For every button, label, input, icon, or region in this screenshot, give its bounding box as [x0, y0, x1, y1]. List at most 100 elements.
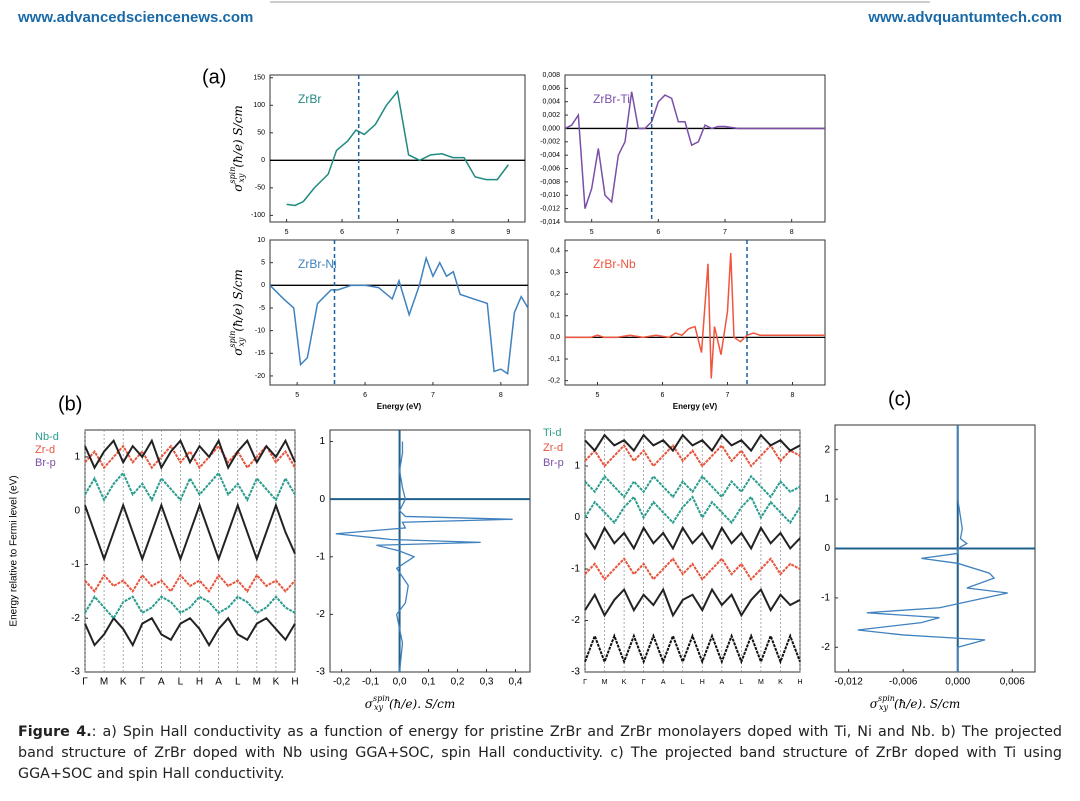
y-tick-label: -0,1 [548, 356, 560, 363]
header-right: www.advquantumtech.com [867, 9, 1062, 26]
y-tick-label: 0 [74, 505, 80, 516]
y-tick-label: 10 [257, 237, 265, 244]
band [84, 438, 296, 470]
x-tick-label: K [273, 677, 280, 688]
x-tick-label: K [778, 679, 783, 686]
x-tick-label: 7 [396, 229, 400, 236]
band [584, 443, 801, 468]
band [84, 502, 296, 563]
unit: (ħ/e). S/cm [894, 697, 960, 711]
x-tick-label: 0,4 [509, 677, 523, 688]
legend-entry: Br-p [543, 457, 564, 469]
y-tick-label: -2 [316, 609, 325, 620]
x-tick-label: H [291, 677, 298, 688]
band [584, 525, 801, 551]
x-tick-label: 5 [295, 392, 299, 399]
panel-label: (a) [202, 66, 226, 88]
y-tick-label: 0,0 [550, 334, 560, 341]
symbol: σ [870, 697, 879, 711]
panel-label: (b) [58, 393, 82, 415]
conductivity-line [564, 91, 825, 209]
x-tick-label: A [158, 677, 165, 688]
y-tick-label: -3 [571, 667, 580, 678]
legend-entry: Nb-d [35, 431, 59, 443]
x-tick-label: 0,3 [480, 677, 494, 688]
y-tick-label: 5 [261, 260, 265, 267]
x-tick-label: 7 [726, 392, 730, 399]
band [584, 633, 801, 665]
plot-frame [564, 239, 826, 386]
plot-frame [329, 429, 531, 673]
axis-label: σspinxy (ħ/e) S/cm [228, 105, 246, 192]
y-tick-label: 0 [261, 157, 265, 164]
x-tick-label: Γ [82, 677, 88, 688]
y-tick-label: -2 [821, 642, 830, 653]
symbol: σ [365, 697, 374, 711]
x-tick-label: A [215, 677, 222, 688]
superscript: spin [228, 167, 237, 184]
x-tick-label: M [253, 677, 261, 688]
y-tick-label: -1 [821, 593, 830, 604]
y-tick-label: -2 [571, 615, 580, 626]
conductivity-line [269, 255, 529, 375]
header-left: www.advancedsciencenews.com [17, 9, 253, 26]
x-tick-label: -0,012 [834, 677, 863, 688]
y-tick-label: 0,000 [542, 125, 560, 132]
y-tick-label: -0,010 [540, 192, 560, 199]
legend-entry: Br-p [35, 457, 56, 469]
x-tick-label: 8 [451, 229, 455, 236]
plot-frame [269, 239, 529, 386]
axis-label: σspinxy (ħ/e) S/cm [228, 269, 246, 356]
y-tick-label: 50 [257, 130, 265, 137]
band [84, 573, 296, 594]
y-tick-label: -1 [571, 564, 580, 575]
caption-text: : a) Spin Hall conductivity as a functio… [18, 724, 1062, 782]
y-axis-label: Energy relative to Fermi level (eV) [9, 475, 20, 626]
panel-title: ZrBr [298, 92, 321, 106]
x-tick-label: M [758, 679, 764, 686]
y-tick-label: -50 [255, 185, 265, 192]
axis-label: σspin xy (ħ/e). S/cm [870, 694, 960, 712]
x-tick-label: 0,2 [451, 677, 465, 688]
legend-entry: Ti-d [543, 427, 562, 439]
y-tick-label: 0 [319, 494, 325, 505]
plot-frame [564, 74, 826, 223]
y-tick-label: -0,008 [540, 179, 560, 186]
y-tick-label: -20 [255, 373, 265, 380]
y-tick-label: -3 [71, 667, 80, 678]
x-tick-label: M [602, 679, 608, 686]
x-tick-label: 8 [499, 392, 503, 399]
x-axis-label: Energy (eV) [673, 402, 718, 411]
band [84, 595, 296, 620]
y-tick-label: 2 [824, 444, 830, 455]
band [584, 433, 801, 453]
y-tick-label: -0,004 [540, 152, 560, 159]
band [584, 474, 801, 499]
y-tick-label: -0,012 [540, 205, 560, 212]
conductivity-line [286, 89, 509, 207]
y-tick-label: -1 [316, 551, 325, 562]
x-tick-label: 0,0 [393, 677, 407, 688]
band [84, 444, 296, 470]
x-tick-label: Γ [583, 679, 587, 686]
axis-label: σspin xy (ħ/e). S/cm [365, 694, 455, 712]
x-tick-label: -0,1 [362, 677, 380, 688]
x-tick-label: M [100, 677, 108, 688]
x-tick-label: A [661, 679, 666, 686]
x-tick-label: L [739, 679, 743, 686]
y-tick-label: 0,008 [542, 72, 560, 79]
x-tick-label: K [120, 677, 127, 688]
x-tick-label: 8 [791, 392, 795, 399]
x-tick-label: 9 [506, 229, 510, 236]
caption: Figure 4.: a) Spin Hall conductivity as … [18, 722, 1062, 785]
x-tick-label: -0,2 [333, 677, 351, 688]
subscript: xy [879, 703, 889, 712]
x-tick-label: 6 [363, 392, 367, 399]
subscript: xy [374, 703, 384, 712]
x-tick-label: 5 [596, 392, 600, 399]
x-tick-label: 0,000 [945, 677, 970, 688]
x-tick-label: L [235, 677, 241, 688]
y-tick-label: 1 [574, 461, 580, 472]
y-tick-label: 100 [253, 102, 265, 109]
x-tick-label: 6 [340, 229, 344, 236]
